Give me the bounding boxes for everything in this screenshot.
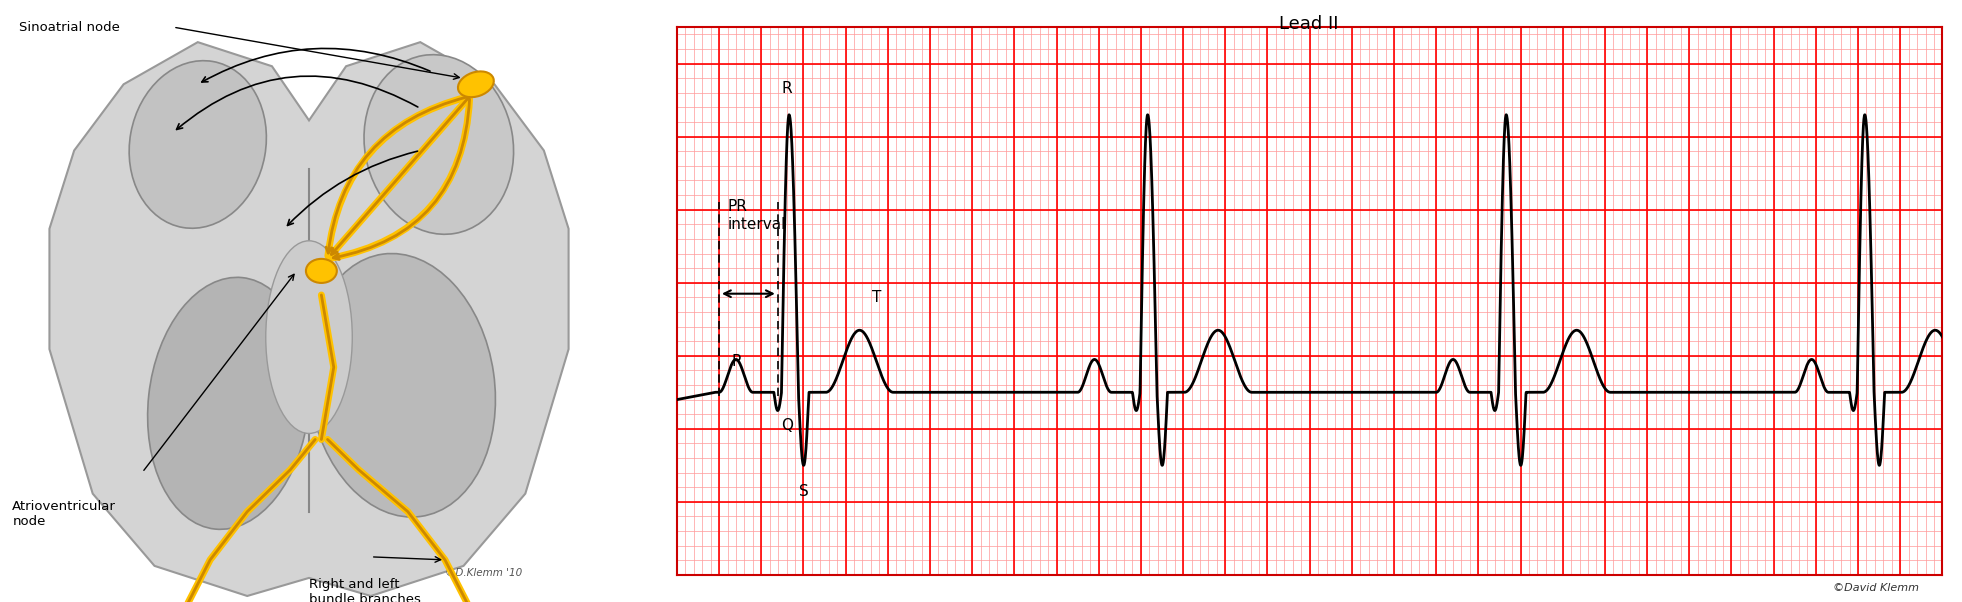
Ellipse shape xyxy=(265,241,353,433)
Text: ©D.Klemm '10: ©D.Klemm '10 xyxy=(445,568,522,578)
Ellipse shape xyxy=(306,259,337,283)
Text: Right and left
bundle branches: Right and left bundle branches xyxy=(310,578,422,602)
Text: PR
interval: PR interval xyxy=(728,199,785,232)
Text: P: P xyxy=(732,355,740,369)
Ellipse shape xyxy=(457,72,494,97)
Ellipse shape xyxy=(308,253,496,517)
Ellipse shape xyxy=(147,278,310,529)
Text: R: R xyxy=(781,81,793,96)
Text: Lead II: Lead II xyxy=(1279,15,1338,33)
Text: Q: Q xyxy=(781,418,793,433)
Text: Sinoatrial node: Sinoatrial node xyxy=(18,21,120,34)
Text: S: S xyxy=(799,483,808,498)
Text: T: T xyxy=(873,290,881,305)
Polygon shape xyxy=(49,42,569,596)
Ellipse shape xyxy=(129,61,267,228)
Text: Atrioventricular
node: Atrioventricular node xyxy=(12,500,116,528)
Text: ©David Klemm: ©David Klemm xyxy=(1833,583,1919,593)
Ellipse shape xyxy=(365,55,514,234)
